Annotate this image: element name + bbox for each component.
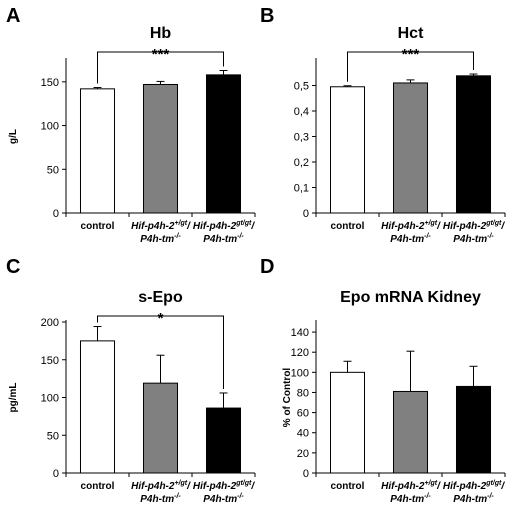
x-category-label: control bbox=[331, 221, 365, 232]
x-category-label: P4h-tm-/- bbox=[203, 233, 244, 245]
y-axis-label: g/L bbox=[8, 129, 19, 144]
y-tick-label: 20 bbox=[297, 448, 309, 460]
significance-bracket bbox=[97, 315, 224, 389]
panel-letter: A bbox=[6, 5, 20, 27]
y-tick-label: 0 bbox=[303, 208, 309, 220]
panel-letter: C bbox=[6, 256, 20, 278]
bar bbox=[455, 75, 492, 214]
y-tick-label: 150 bbox=[41, 77, 59, 89]
x-category-label: control bbox=[81, 481, 115, 492]
y-tick-label: 50 bbox=[47, 164, 59, 176]
chart-title: Hb bbox=[150, 25, 172, 42]
y-tick-label: 100 bbox=[41, 393, 59, 405]
y-tick-label: 140 bbox=[291, 327, 309, 339]
x-category-label: Hif-p4h-2+/gt/ bbox=[131, 480, 191, 492]
x-category-label: P4h-tm-/- bbox=[453, 493, 494, 505]
x-category-label: Hif-p4h-2+/gt/ bbox=[131, 220, 191, 232]
bar bbox=[329, 371, 366, 474]
significance-label: *** bbox=[402, 46, 420, 63]
significance-label: * bbox=[158, 310, 164, 327]
y-tick-label: 100 bbox=[291, 367, 309, 379]
y-tick-label: 150 bbox=[41, 355, 59, 367]
chart-panel-a: A Hb 0 50 100 150 g/L control Hif-p4h-2+/gt/P4h-… bbox=[6, 5, 256, 245]
bar bbox=[392, 82, 429, 214]
y-tick-label: 0,3 bbox=[294, 132, 309, 144]
significance-bracket bbox=[97, 51, 224, 84]
y-tick-label: 0,2 bbox=[294, 157, 309, 169]
bar bbox=[455, 385, 492, 474]
y-tick-label: 40 bbox=[297, 428, 309, 440]
chart-title: Epo mRNA Kidney bbox=[340, 289, 481, 306]
bar bbox=[329, 86, 366, 214]
chart-panel-d: D Epo mRNA Kidney 0 20 40 60 80 100 120 140 % of C… bbox=[260, 256, 506, 505]
bar bbox=[142, 83, 179, 214]
x-category-label: Hif-p4h-2gt/gt/ bbox=[193, 480, 256, 492]
significance-label: *** bbox=[152, 46, 170, 63]
x-category-label: P4h-tm-/- bbox=[140, 233, 181, 245]
bar bbox=[142, 382, 179, 474]
x-category-label: control bbox=[81, 221, 115, 232]
y-axis-label: pg/mL bbox=[8, 383, 19, 413]
x-category-label: control bbox=[331, 481, 365, 492]
panel-letter: B bbox=[260, 5, 274, 27]
y-tick-label: 60 bbox=[297, 408, 309, 420]
significance-bracket bbox=[347, 51, 474, 82]
x-category-label: P4h-tm-/- bbox=[140, 493, 181, 505]
x-category-label: Hif-p4h-2+/gt/ bbox=[381, 220, 441, 232]
y-tick-label: 200 bbox=[41, 317, 59, 329]
y-tick-label: 0 bbox=[53, 208, 59, 220]
y-tick-label: 50 bbox=[47, 430, 59, 442]
bar bbox=[205, 407, 242, 474]
y-tick-label: 0,1 bbox=[294, 183, 309, 195]
y-axis-label: % of Control bbox=[282, 368, 293, 428]
y-tick-label: 100 bbox=[41, 121, 59, 133]
x-category-label: P4h-tm-/- bbox=[203, 493, 244, 505]
y-tick-label: 0,4 bbox=[294, 106, 309, 118]
x-category-label: P4h-tm-/- bbox=[390, 233, 431, 245]
y-tick-label: 120 bbox=[291, 347, 309, 359]
chart-title: Hct bbox=[398, 25, 424, 42]
bar bbox=[392, 390, 429, 474]
y-tick-label: 0,5 bbox=[294, 81, 309, 93]
x-category-label: Hif-p4h-2gt/gt/ bbox=[443, 220, 506, 232]
x-category-label: P4h-tm-/- bbox=[453, 233, 494, 245]
x-category-label: P4h-tm-/- bbox=[390, 493, 431, 505]
bar bbox=[79, 88, 116, 214]
x-category-label: Hif-p4h-2gt/gt/ bbox=[193, 220, 256, 232]
chart-panel-c: Cs-Epo 0 50 100 150 200 pg/mL control Hif-p4h-2+… bbox=[6, 256, 256, 505]
panel-letter: D bbox=[260, 256, 274, 278]
y-tick-label: 0 bbox=[53, 468, 59, 480]
y-tick-label: 80 bbox=[297, 387, 309, 399]
chart-title: s-Epo bbox=[138, 289, 183, 306]
bar bbox=[205, 74, 242, 214]
chart-panel-b: B Hct 0 0,1 0,2 0,3 0,4 0,5 control Hif-p4h-2+/gt… bbox=[260, 5, 506, 245]
bar bbox=[79, 340, 116, 474]
x-category-label: Hif-p4h-2gt/gt/ bbox=[443, 480, 506, 492]
x-category-label: Hif-p4h-2+/gt/ bbox=[381, 480, 441, 492]
y-tick-label: 0 bbox=[303, 468, 309, 480]
